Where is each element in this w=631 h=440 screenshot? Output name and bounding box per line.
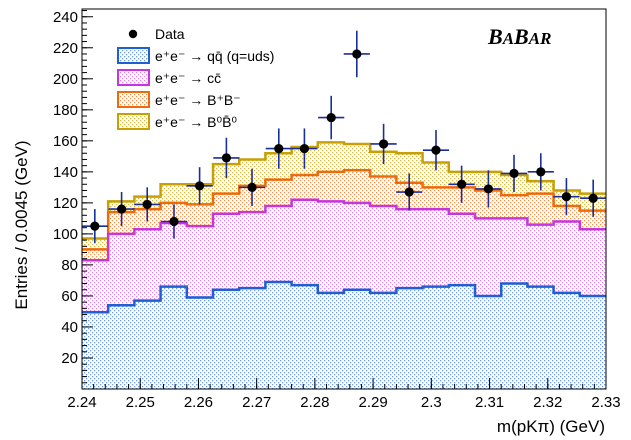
data-point	[396, 173, 423, 211]
data-point	[580, 179, 607, 217]
data-marker	[588, 193, 598, 203]
y-tick-label: 100	[53, 226, 78, 243]
data-point	[186, 167, 213, 205]
data-marker	[509, 168, 519, 179]
data-marker	[483, 184, 493, 194]
data-point	[553, 178, 580, 216]
data-marker	[457, 179, 467, 189]
x-tick-label: 2.26	[184, 394, 213, 411]
legend: Data e⁺e⁻ → qq̄ (q=uds) e⁺e⁻ → cc̄ e⁺e⁻ → B…	[117, 26, 274, 130]
data-point	[448, 165, 475, 203]
data-point	[291, 128, 318, 169]
data-marker	[247, 182, 257, 192]
data-marker	[221, 153, 231, 163]
legend-swatch	[117, 91, 150, 108]
data-point	[134, 187, 161, 222]
legend-entry-cc: e⁺e⁻ → cc̄	[117, 69, 221, 86]
y-tick-label: 140	[53, 164, 78, 181]
data-marker	[536, 167, 546, 177]
data-point	[500, 154, 528, 193]
y-tick-label: 160	[53, 133, 78, 150]
legend-entry-uds: e⁺e⁻ → qq̄ (q=uds)	[117, 47, 274, 64]
y-axis-title: Entries / 0.0045 (GeV)	[12, 140, 31, 309]
x-tick-label: 2.24	[67, 394, 96, 411]
data-marker	[352, 49, 362, 59]
data-point	[343, 30, 370, 78]
babar-logo: BABAR	[487, 24, 551, 49]
logo-letter: A	[528, 29, 540, 48]
y-tick-label: 120	[53, 195, 78, 212]
data-marker	[142, 199, 152, 210]
legend-entry-data: Data	[128, 26, 185, 42]
y-tick-label: 180	[53, 102, 78, 119]
y-tick-label: 40	[61, 319, 78, 336]
data-point	[422, 129, 450, 171]
logo-letter: B	[513, 24, 529, 49]
x-tick-label: 2.29	[359, 394, 388, 411]
hist-line-bpbm	[82, 169, 606, 251]
data-point	[238, 168, 266, 206]
data-point	[527, 153, 554, 191]
legend-label: e⁺e⁻ → qq̄ (q=uds)	[155, 48, 274, 64]
hist-fill-uds	[82, 281, 606, 389]
data-point	[108, 192, 135, 227]
legend-swatch	[117, 47, 150, 64]
logo-letter: B	[487, 24, 503, 49]
stacked-histograms	[82, 141, 606, 389]
y-tick-label: 60	[61, 288, 78, 305]
hist-line-b0b0	[82, 141, 606, 240]
logo-letter: R	[539, 29, 551, 48]
x-tick-label: 2.3	[421, 394, 442, 411]
data-point	[318, 95, 345, 140]
data-point	[370, 123, 397, 165]
data-marker	[404, 187, 414, 197]
data-points	[81, 30, 607, 244]
x-tick-label: 2.25	[126, 394, 155, 411]
data-point	[160, 204, 188, 239]
x-tick-label: 2.32	[533, 394, 562, 411]
x-tick-label: 2.28	[300, 394, 329, 411]
data-marker	[195, 181, 205, 191]
legend-label: e⁺e⁻ → B⁰B̄⁰	[155, 114, 237, 130]
y-tick-label: 240	[53, 9, 78, 26]
y-tick-label: 200	[53, 71, 78, 88]
x-axis-title: m(pKπ) (GeV)	[497, 417, 605, 436]
data-marker	[561, 192, 572, 202]
legend-data-marker	[128, 29, 138, 39]
data-marker	[116, 204, 127, 214]
legend-label: Data	[155, 26, 185, 42]
data-marker	[169, 216, 179, 227]
data-marker	[299, 143, 310, 154]
axes: 2.24 2.25 2.26 2.27 2.28 2.29 2.3 2.31 2.32 2.33 2…	[53, 8, 621, 411]
hist-line-uds	[82, 280, 606, 314]
legend-entry-bpbm: e⁺e⁻ → B⁺B⁻	[117, 91, 241, 108]
y-tick-label: 20	[61, 350, 78, 367]
legend-swatch	[117, 113, 150, 130]
plot-frame	[81, 8, 607, 390]
data-marker	[274, 143, 284, 154]
x-tick-label: 2.27	[242, 394, 271, 411]
data-marker	[326, 112, 336, 123]
legend-entry-b0b0: e⁺e⁻ → B⁰B̄⁰	[117, 113, 237, 130]
y-tick-label: 220	[53, 40, 78, 57]
data-marker	[431, 145, 441, 155]
x-tick-label: 2.31	[475, 394, 504, 411]
data-marker	[90, 221, 100, 231]
data-point	[81, 209, 108, 244]
x-tick-label: 2.33	[591, 394, 620, 411]
y-tick-label: 80	[61, 257, 78, 274]
legend-label: e⁺e⁻ → cc̄	[155, 70, 221, 86]
logo-letter: A	[502, 29, 514, 48]
legend-swatch	[117, 69, 150, 86]
data-point	[213, 137, 240, 179]
data-point	[265, 128, 292, 169]
data-marker	[378, 139, 389, 149]
hist-line-cc	[82, 198, 606, 262]
data-point	[475, 170, 502, 208]
legend-label: e⁺e⁻ → B⁺B⁻	[155, 92, 241, 108]
